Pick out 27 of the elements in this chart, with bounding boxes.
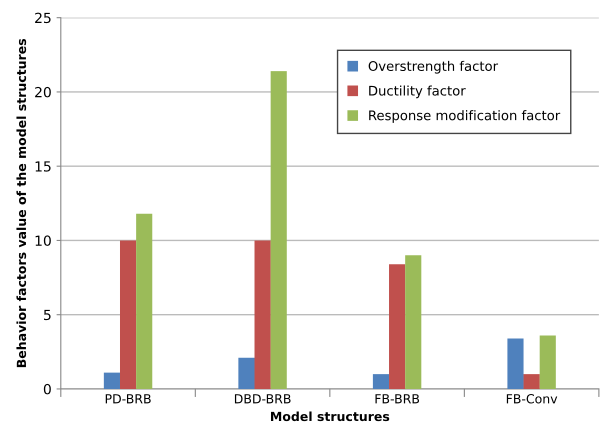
bar (389, 264, 406, 389)
x-tick-label: FB-Conv (506, 394, 558, 404)
x-tick-label: DBD-BRB (234, 394, 291, 404)
y-axis-title: Behavior factors value of the model structures (16, 38, 26, 368)
bar (254, 240, 271, 389)
bar (136, 214, 152, 389)
bar (120, 240, 136, 389)
bar (405, 255, 422, 389)
legend-label: Ductility factor (369, 85, 466, 98)
y-tick-label: 15 (36, 161, 51, 172)
bar (104, 372, 120, 389)
bar (524, 374, 540, 389)
x-axis-title: Model structures (271, 411, 390, 422)
y-tick-label: 5 (44, 310, 51, 320)
x-tick-label: PD-BRB (106, 394, 151, 404)
y-tick-label: 20 (35, 86, 51, 98)
bar (238, 358, 255, 389)
bar (372, 374, 390, 389)
bar (270, 71, 287, 389)
legend-label: Response modification factor (369, 110, 560, 123)
y-tick-label: 0 (44, 384, 51, 394)
y-tick-label: 10 (36, 235, 51, 246)
y-tick-label: 25 (35, 12, 51, 24)
bar (507, 338, 524, 389)
x-tick-label: FB-BRB (375, 394, 420, 404)
bar (540, 335, 556, 389)
legend-label: Overstrength factor (368, 60, 498, 74)
